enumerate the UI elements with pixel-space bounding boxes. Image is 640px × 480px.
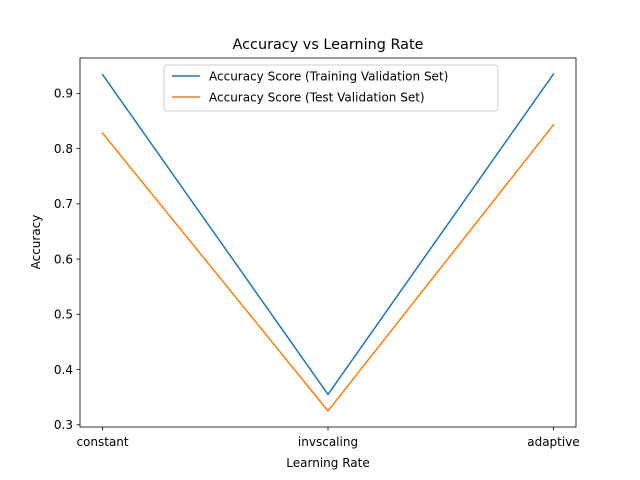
y-tick-label-0.7: 0.7 [54, 197, 73, 211]
legend-label-2: Accuracy Score (Test Validation Set) [209, 90, 425, 104]
x-axis-label: Learning Rate [286, 456, 369, 470]
chart-title: Accuracy vs Learning Rate [233, 37, 424, 53]
y-tick-label-0.4: 0.4 [54, 363, 73, 377]
y-axis-label: Accuracy [29, 215, 43, 270]
legend-label-1: Accuracy Score (Training Validation Set) [209, 69, 448, 83]
y-tick-label-0.6: 0.6 [54, 252, 73, 266]
series-line-1 [101, 72, 555, 396]
legend-frame [163, 64, 499, 112]
y-tick-label-0.5: 0.5 [54, 308, 73, 322]
x-tick-label-adaptive: adaptive [527, 435, 579, 449]
y-tick-label-0.9: 0.9 [54, 87, 73, 101]
plot-area: constant invscaling adaptive 0.3 0.4 0.5 0.6 0.… [54, 57, 580, 449]
x-tick-label-constant: constant [76, 435, 128, 449]
y-tick-label-0.3: 0.3 [54, 418, 73, 432]
y-tick-label-0.8: 0.8 [54, 142, 73, 156]
series-line-2 [101, 123, 555, 412]
legend: Accuracy Score (Training Validation Set)… [163, 64, 499, 112]
x-tick-label-invscaling: invscaling [298, 435, 358, 449]
